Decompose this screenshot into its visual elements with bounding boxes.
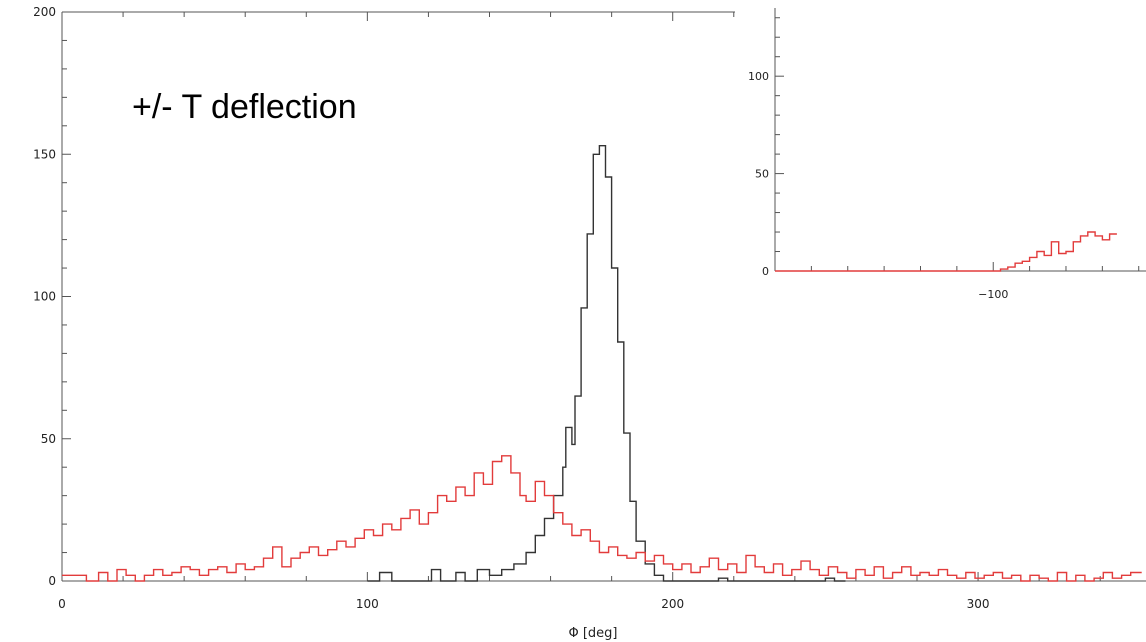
main-x-tick-label: 0 (58, 597, 66, 611)
main-y-tick-label: 100 (33, 290, 56, 304)
main-series-0-line (367, 145, 846, 582)
inset-series-0-line (775, 231, 1117, 272)
main-x-tick-label: 100 (356, 597, 379, 611)
main-y-tick-label: 150 (33, 147, 56, 161)
x-axis-label: Φ [deg] (568, 626, 617, 641)
main-chart-ticks: 0 50 100 150 200 0 100 200 300 (33, 5, 1101, 611)
main-chart-series (62, 145, 1142, 582)
inset-y-tick-label: 100 (748, 70, 769, 83)
inset-chart-series (775, 231, 1117, 272)
main-series-1-line (62, 455, 1142, 582)
main-x-tick-label: 300 (967, 597, 990, 611)
annotation-text: +/- T deflection (132, 88, 357, 126)
inset-chart-background (735, 0, 1146, 342)
main-x-tick-label: 200 (661, 597, 684, 611)
main-y-tick-label: 50 (41, 432, 56, 446)
inset-y-tick-label: 50 (755, 168, 769, 181)
main-y-tick-label: 0 (48, 574, 56, 588)
main-y-tick-label: 200 (33, 5, 56, 19)
inset-y-tick-label: 0 (762, 265, 769, 278)
inset-x-tick-label: −100 (978, 288, 1008, 301)
inset-chart-ticks: 0 50 100 −100 (748, 17, 1140, 301)
